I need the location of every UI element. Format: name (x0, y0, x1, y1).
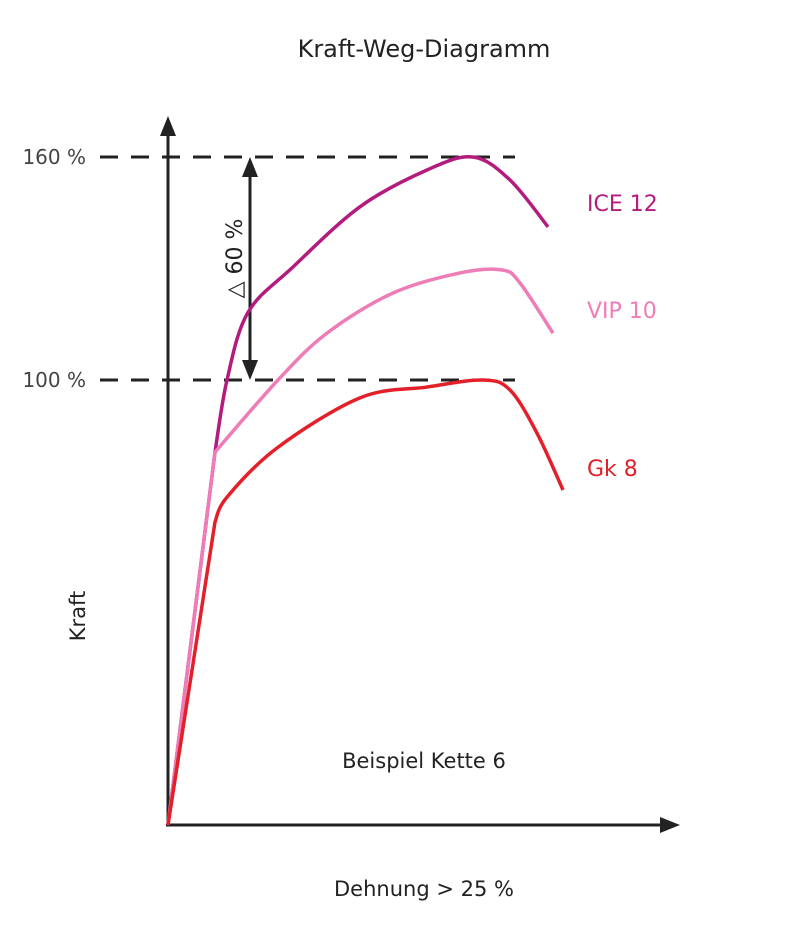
series-line-ice-12 (166, 154, 550, 826)
reference-line-label: 160 % (22, 145, 86, 169)
arrow-up-icon (242, 156, 258, 177)
series-line-vip-10 (166, 267, 555, 826)
y-axis-label: Kraft (66, 591, 90, 642)
arrow-down-icon (242, 360, 258, 380)
delta-label: △ 60 % (223, 219, 248, 299)
x-axis-arrow-icon (660, 817, 680, 833)
series-label: ICE 12 (587, 192, 658, 217)
series-label: Gk 8 (587, 457, 638, 482)
reference-line-label: 100 % (22, 368, 86, 392)
chart-annotation: Beispiel Kette 6 (342, 749, 506, 773)
chart-title: Kraft-Weg-Diagramm (298, 35, 551, 63)
series-label: VIP 10 (587, 299, 657, 324)
y-axis-arrow-icon (160, 116, 176, 136)
series-line-gk-8 (166, 378, 565, 826)
x-axis-label: Dehnung > 25 % (334, 877, 514, 901)
